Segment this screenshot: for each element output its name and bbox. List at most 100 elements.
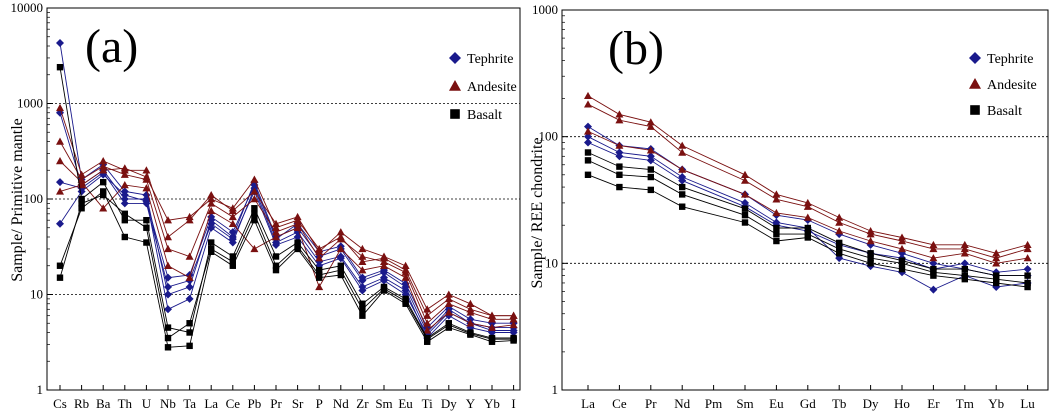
data-point-tephrite — [615, 152, 624, 161]
data-point-basalt — [773, 230, 780, 238]
data-point-basalt — [424, 336, 431, 343]
panel-a-legend: Tephrite Andesite Basalt — [449, 52, 517, 123]
data-point-andesite — [99, 166, 108, 174]
data-point-andesite — [678, 141, 687, 149]
data-point-tephrite — [584, 132, 592, 141]
data-point-basalt — [993, 275, 1000, 283]
data-point-andesite — [250, 244, 259, 253]
data-point-andesite — [960, 249, 969, 257]
data-point-tephrite — [293, 233, 302, 242]
data-point-basalt — [208, 239, 215, 246]
series-line-tephrite — [587, 142, 1028, 273]
data-point-basalt — [741, 205, 749, 212]
data-point-basalt — [229, 253, 236, 260]
series-line-andesite — [59, 160, 514, 332]
data-point-andesite — [772, 195, 781, 203]
data-point-andesite — [423, 311, 432, 319]
data-point-andesite — [250, 187, 259, 195]
series-line-tephrite — [59, 112, 514, 339]
data-point-tephrite — [164, 290, 172, 299]
series-line-tephrite — [59, 174, 514, 329]
data-point-andesite — [488, 311, 496, 319]
data-point-tephrite — [185, 294, 194, 303]
series-line-basalt — [587, 159, 1028, 284]
data-point-andesite — [615, 141, 624, 149]
data-point-basalt — [1024, 279, 1031, 287]
data-point-basalt — [164, 344, 172, 351]
data-point-andesite — [803, 198, 812, 207]
data-point-basalt — [836, 250, 843, 257]
data-point-basalt — [584, 171, 592, 178]
data-point-basalt — [294, 239, 301, 246]
data-point-basalt — [741, 211, 749, 219]
legend-label-andesite: Andesite — [987, 78, 1037, 93]
legend-marker-basalt — [450, 109, 460, 119]
data-point-basalt — [1024, 283, 1031, 291]
data-point-andesite — [584, 100, 592, 108]
data-point-basalt — [316, 271, 323, 279]
data-point-andesite — [1023, 254, 1032, 262]
data-point-andesite — [228, 212, 237, 221]
data-point-andesite — [741, 190, 749, 198]
data-point-andesite — [615, 110, 624, 118]
data-point-andesite — [142, 166, 151, 174]
data-point-basalt — [616, 171, 623, 178]
data-point-andesite — [803, 213, 812, 221]
data-point-andesite — [960, 244, 969, 253]
panel-a-series — [56, 39, 518, 351]
data-point-andesite — [293, 223, 302, 231]
data-point-andesite — [772, 208, 781, 217]
series-line-andesite — [587, 130, 1028, 264]
series-line-basalt — [587, 152, 1028, 277]
data-point-tephrite — [584, 138, 592, 147]
series-line-tephrite — [587, 136, 1028, 291]
data-point-andesite — [358, 244, 367, 253]
data-point-basalt — [186, 320, 193, 327]
data-point-basalt — [100, 191, 107, 199]
data-point-andesite — [120, 170, 129, 178]
x-tick-label: Sm — [375, 396, 392, 411]
data-point-andesite — [164, 244, 172, 253]
data-point-basalt — [164, 334, 172, 342]
y-tick-label: 10000 — [11, 0, 44, 15]
y-tick-label: 10 — [30, 287, 43, 302]
legend-label-tephrite: Tephrite — [987, 52, 1033, 67]
data-point-andesite — [164, 233, 172, 241]
data-point-basalt — [229, 262, 236, 269]
panel-b-series — [584, 91, 1032, 294]
data-point-andesite — [207, 199, 216, 207]
data-point-andesite — [741, 170, 749, 178]
data-point-basalt — [272, 266, 280, 274]
data-point-basalt — [993, 279, 1000, 287]
x-tick-label: Ce — [612, 396, 627, 411]
data-point-basalt — [584, 149, 592, 156]
data-point-basalt — [867, 254, 874, 262]
data-point-tephrite — [56, 178, 64, 187]
data-point-basalt — [616, 163, 623, 170]
data-point-andesite — [293, 219, 302, 227]
series-line-andesite — [59, 107, 514, 317]
data-point-andesite — [56, 187, 64, 195]
x-tick-label: Nd — [674, 396, 690, 411]
data-point-andesite — [488, 323, 496, 331]
legend-label-basalt: Basalt — [987, 104, 1022, 119]
x-tick-label: Eu — [398, 396, 413, 411]
data-point-andesite — [142, 184, 151, 192]
panel-a-ylabel: Sample/ Primitive mantle — [9, 118, 26, 282]
data-point-basalt — [961, 265, 968, 273]
y-tick-label: 1000 — [532, 2, 558, 17]
legend-marker-andesite — [449, 80, 461, 91]
x-tick-label: Rb — [74, 396, 89, 411]
panel-a-x-axis: Cs Rb Ba Th U Nb Ta La Ce Pb Pr Sr P Nd Zr Sm Eu Ti Dy Y Yb I — [53, 385, 516, 411]
data-point-andesite — [250, 175, 259, 183]
legend-label-basalt: Basalt — [467, 108, 502, 123]
series-line-andesite — [59, 141, 514, 324]
data-point-andesite — [646, 122, 655, 130]
data-point-tephrite — [929, 259, 938, 268]
data-point-basalt — [251, 210, 258, 217]
data-point-tephrite — [272, 240, 280, 249]
y-tick-label: 1000 — [17, 96, 43, 111]
x-tick-label: Sm — [736, 396, 753, 411]
data-point-basalt — [1024, 272, 1031, 279]
